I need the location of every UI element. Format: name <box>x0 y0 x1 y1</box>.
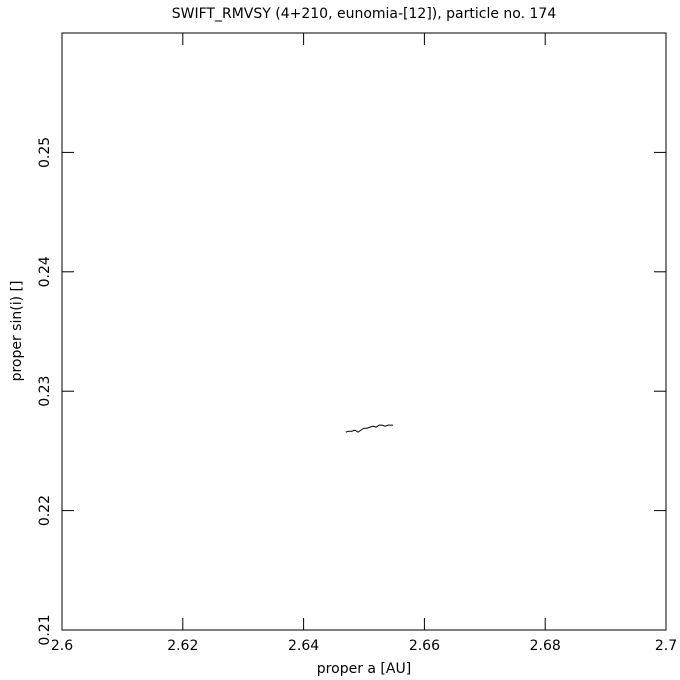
y-tick-label: 0.21 <box>37 614 53 645</box>
plot-frame <box>61 32 667 631</box>
y-tick-label: 0.23 <box>37 376 53 407</box>
x-tick-label: 2.66 <box>409 638 440 654</box>
data-line <box>345 424 393 433</box>
x-tick-label: 2.64 <box>288 638 319 654</box>
y-tick-label: 0.22 <box>37 495 53 526</box>
x-tick-label: 2.6 <box>51 638 73 654</box>
y-tick-label: 0.24 <box>37 256 53 287</box>
chart-title: SWIFT_RMVSY (4+210, eunomia-[12]), parti… <box>172 6 557 22</box>
x-tick-label: 2.68 <box>530 638 561 654</box>
x-axis-label: proper a [AU] <box>317 661 411 677</box>
x-tick-label: 2.7 <box>655 638 677 654</box>
x-tick-label: 2.62 <box>167 638 198 654</box>
y-axis-label: proper sin(i) [] <box>9 281 25 382</box>
y-tick-label: 0.25 <box>37 137 53 168</box>
